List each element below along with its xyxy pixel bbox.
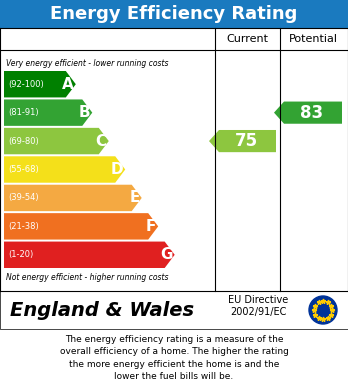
Text: (92-100): (92-100) [8,80,44,89]
Text: F: F [146,219,156,234]
Polygon shape [274,102,342,124]
Polygon shape [4,242,175,268]
Text: (55-68): (55-68) [8,165,39,174]
Text: B: B [79,105,90,120]
Text: EU Directive
2002/91/EC: EU Directive 2002/91/EC [228,295,288,317]
Text: E: E [129,190,140,205]
Bar [0,0,348,28]
Polygon shape [4,99,92,126]
Text: 75: 75 [235,132,258,150]
Text: Current: Current [227,34,269,44]
Text: Potential: Potential [288,34,338,44]
Polygon shape [4,128,109,154]
Text: 83: 83 [300,104,324,122]
Text: Energy Efficiency Rating: Energy Efficiency Rating [50,5,298,23]
Text: (69-80): (69-80) [8,136,39,145]
Polygon shape [4,185,142,211]
Text: A: A [62,77,74,92]
Circle shape [309,296,337,324]
Text: G: G [160,247,173,262]
Text: C: C [96,134,107,149]
Text: (81-91): (81-91) [8,108,39,117]
Polygon shape [209,130,276,152]
Bar [0,291,348,329]
Polygon shape [4,71,76,97]
Text: Very energy efficient - lower running costs: Very energy efficient - lower running co… [6,59,168,68]
Polygon shape [4,213,158,240]
Text: (21-38): (21-38) [8,222,39,231]
Text: (39-54): (39-54) [8,194,39,203]
Text: England & Wales: England & Wales [10,301,194,319]
Text: D: D [111,162,123,177]
Text: Not energy efficient - higher running costs: Not energy efficient - higher running co… [6,273,168,282]
Polygon shape [4,156,125,183]
Text: (1-20): (1-20) [8,250,33,259]
Text: The energy efficiency rating is a measure of the
overall efficiency of a home. T: The energy efficiency rating is a measur… [60,335,288,381]
